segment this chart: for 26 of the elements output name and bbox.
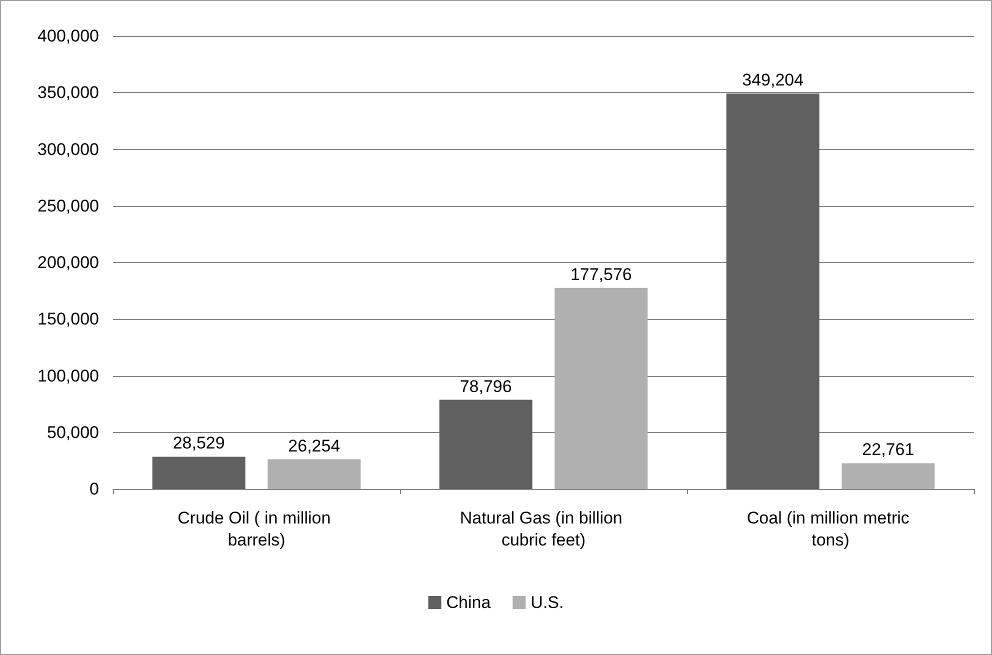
text: 177,576 — [570, 264, 632, 284]
y-tick-label: 250,000 — [38, 196, 99, 216]
y-tick-label: 200,000 — [38, 253, 99, 272]
bar — [268, 459, 361, 489]
y-tick-label: 50,000 — [47, 422, 99, 442]
x-tick-label: Crude Oil ( in million barrels) — [178, 508, 336, 550]
x-tick-label: Coal (in million metric tons) — [746, 508, 914, 550]
bar — [842, 463, 935, 489]
legend-label: China — [446, 593, 492, 612]
x-tick-label: Natural Gas (in billion cubric feet) — [460, 508, 628, 550]
legend-label: U.S. — [530, 593, 564, 612]
y-tick-label: 400,000 — [38, 26, 99, 46]
text: 349,204 — [742, 70, 804, 90]
bar — [439, 400, 532, 489]
y-tick-label: 100,000 — [38, 366, 99, 386]
y-tick-label: 300,000 — [38, 140, 99, 159]
text: 28,529 — [172, 434, 225, 453]
bar — [152, 456, 246, 489]
y-tick-label: 350,000 — [38, 83, 99, 102]
y-tick-label: 0 — [90, 480, 99, 498]
bar — [726, 94, 820, 489]
text: 26,254 — [288, 436, 340, 456]
text: 78,796 — [460, 376, 512, 396]
text: 22,761 — [862, 440, 914, 460]
y-tick-label: 150,000 — [38, 310, 99, 329]
bar — [554, 288, 648, 489]
